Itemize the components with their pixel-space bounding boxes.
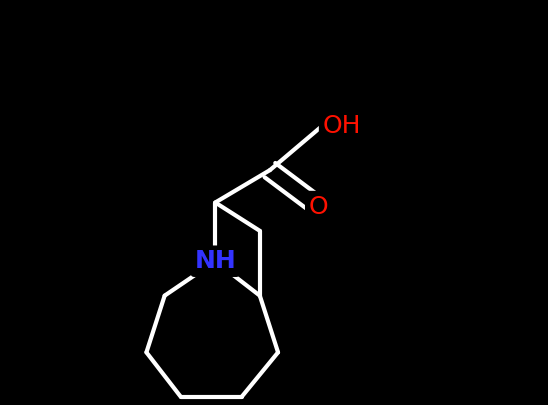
Text: OH: OH [323,113,361,138]
Text: O: O [309,194,328,219]
Text: NH: NH [195,249,236,273]
